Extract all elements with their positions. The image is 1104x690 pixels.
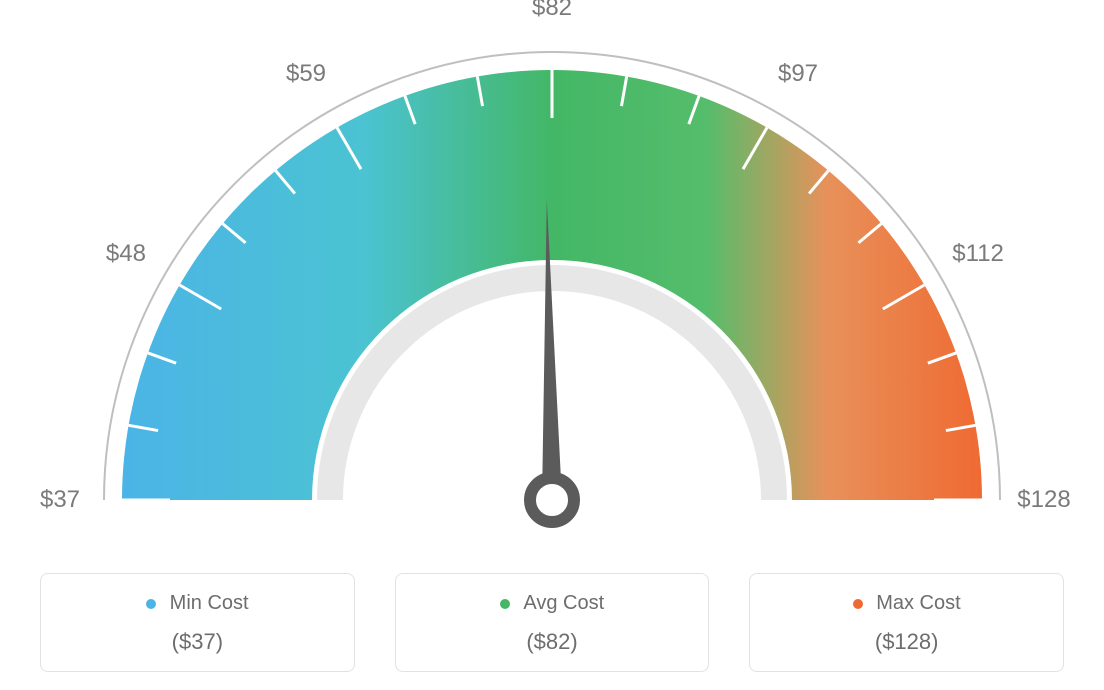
legend-name: Avg Cost (523, 592, 604, 614)
gauge-tick-label: $59 (286, 60, 326, 88)
legend-name: Min Cost (170, 592, 249, 614)
legend-value: ($128) (760, 629, 1053, 655)
legend-card-min: Min Cost ($37) (40, 573, 355, 672)
legend-dot-icon (146, 599, 156, 609)
legend-dot-icon (853, 599, 863, 609)
gauge-tick-label: $97 (778, 60, 818, 88)
gauge-tick-label: $48 (106, 240, 146, 268)
legend-row: Min Cost ($37) Avg Cost ($82) Max Cost (… (0, 573, 1104, 672)
legend-dot-icon (500, 599, 510, 609)
gauge-tick-label: $112 (952, 240, 1004, 268)
legend-value: ($37) (51, 629, 344, 655)
gauge-tick-label: $128 (1017, 486, 1070, 514)
legend-name: Max Cost (876, 592, 960, 614)
legend-title: Min Cost (51, 592, 344, 615)
gauge-tick-label: $82 (532, 0, 572, 22)
legend-card-max: Max Cost ($128) (749, 573, 1064, 672)
legend-card-avg: Avg Cost ($82) (395, 573, 710, 672)
legend-value: ($82) (406, 629, 699, 655)
gauge-chart: $37 $48 $59 $82 $97 $112 $128 (0, 0, 1104, 560)
gauge-tick-label: $37 (40, 486, 80, 514)
legend-title: Max Cost (760, 592, 1053, 615)
legend-title: Avg Cost (406, 592, 699, 615)
gauge-svg (0, 0, 1104, 560)
